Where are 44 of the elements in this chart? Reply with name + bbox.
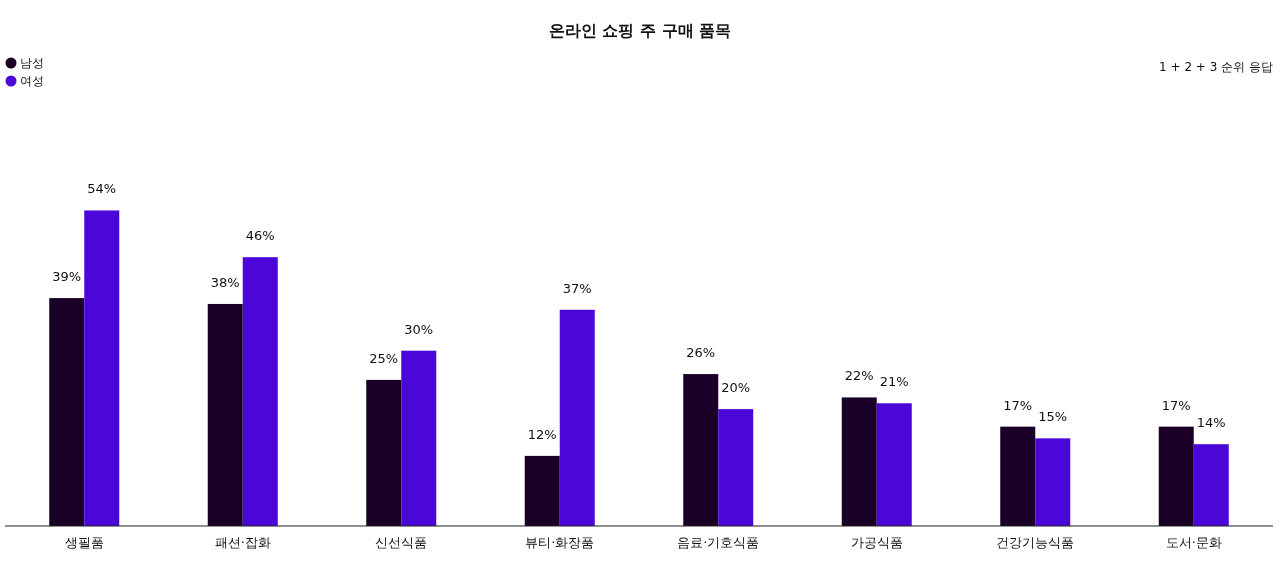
data-label: 17% [1161,397,1191,413]
data-label: 22% [844,368,874,384]
bar [1158,426,1194,526]
data-label: 39% [52,269,82,285]
bar [524,455,560,526]
x-tick-label: 가공식품 [850,535,903,550]
x-tick-label: 생필품 [64,535,104,550]
data-label: 30% [404,321,434,337]
data-label: 15% [1038,409,1068,425]
bar [49,298,85,526]
x-tick-label: 도서·문화 [1165,535,1222,550]
bar [841,397,877,526]
data-label: 54% [87,181,117,197]
bar [1000,426,1036,526]
data-label: 20% [721,380,751,396]
data-label: 17% [1003,397,1033,413]
bar [401,350,437,526]
legend-label: 여성 [20,74,44,88]
x-tick-label: 건강기능식품 [996,535,1075,550]
data-label: 25% [369,350,399,366]
text: 1 + 2 + 3 순위 응답 [1159,60,1273,74]
legend-label: 남성 [20,56,44,70]
bar [876,403,912,526]
data-label: 38% [210,274,240,290]
x-tick-label: 패션·잡화 [214,535,271,550]
data-label: 46% [245,228,275,244]
data-label: 12% [527,426,557,442]
bar [1193,444,1229,526]
x-tick-label: 신선식품 [375,535,428,550]
data-label: 26% [686,345,716,361]
chart-title: 온라인 쇼핑 주 구매 품목 [548,21,732,40]
x-tick-label: 음료·기호식품 [677,535,760,550]
bar [84,210,120,526]
bar [207,303,243,526]
bar [559,309,595,526]
data-label: 21% [879,374,909,390]
bar [366,379,402,526]
bar [242,257,278,526]
bar [1035,438,1071,526]
bar [683,374,719,526]
bar [718,409,754,526]
data-label: 14% [1196,415,1226,431]
data-label: 37% [562,280,592,296]
x-tick-label: 뷰티·화장품 [525,535,595,550]
